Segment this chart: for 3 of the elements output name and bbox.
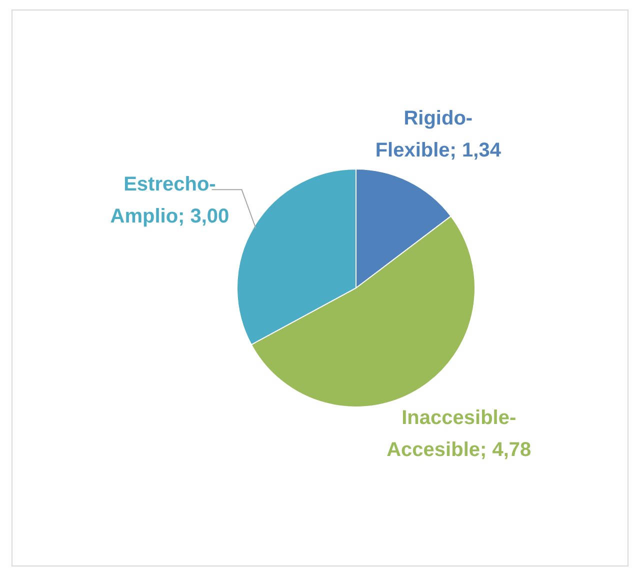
slice-label: Rigido-Flexible; 1,34 <box>375 108 502 162</box>
slice-label: Estrecho-Amplio; 3,00 <box>110 174 230 228</box>
slice-label: Inaccesible-Accesible; 4,78 <box>386 407 532 462</box>
